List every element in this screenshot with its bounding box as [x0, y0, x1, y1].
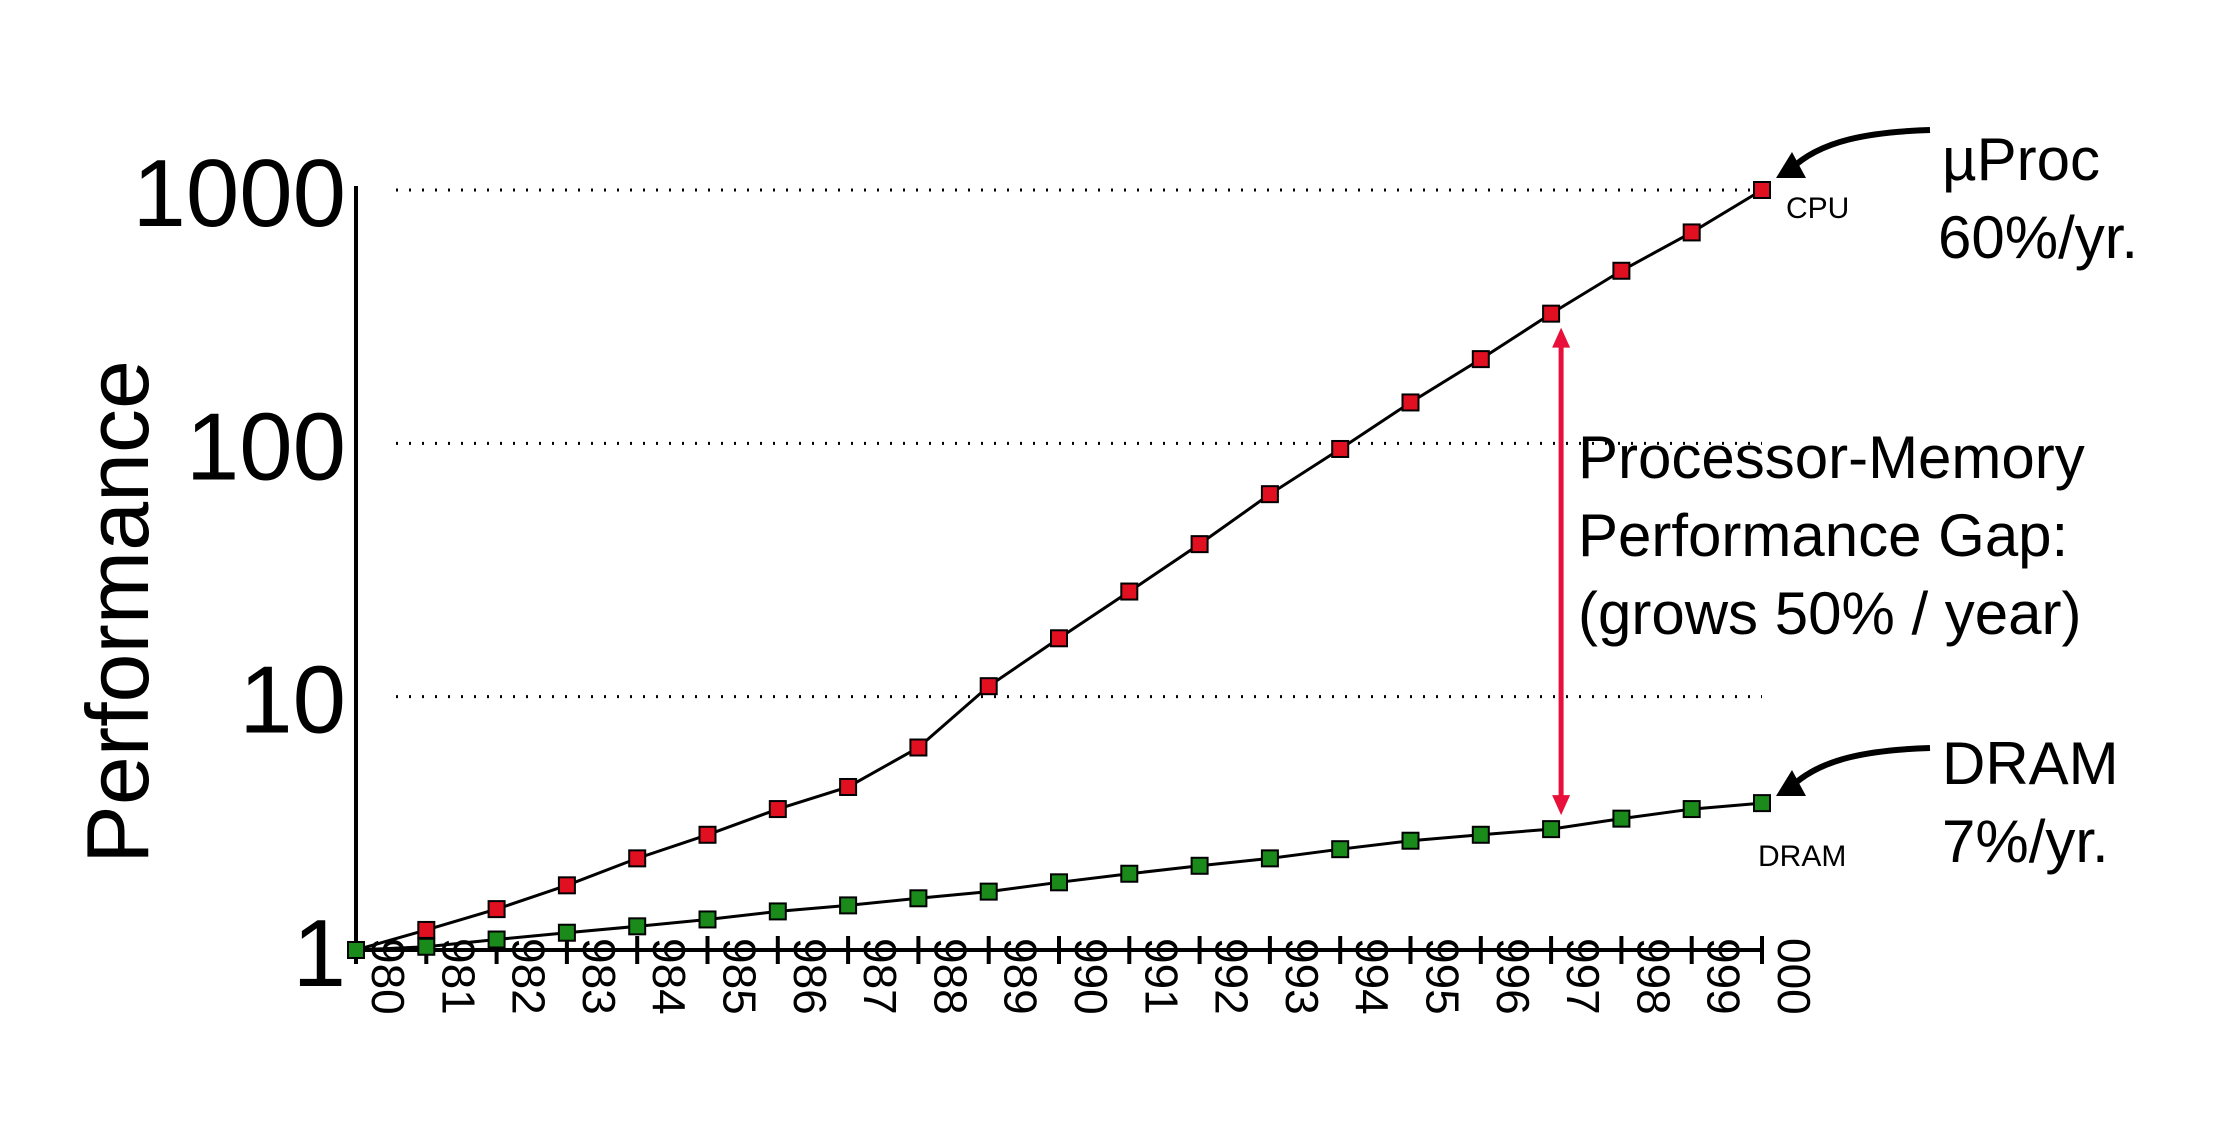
dram-data-point [1542, 820, 1561, 839]
gap-label-line-3: (grows 50% / year) [1578, 580, 2082, 647]
dram-rate-label: 7%/yr. [1942, 808, 2109, 875]
dram-series-label: DRAM [1758, 840, 1846, 873]
cpu-data-point [1401, 393, 1420, 412]
y-tick-label: 100 [186, 393, 346, 500]
axes [354, 186, 1764, 964]
dram-data-point [909, 889, 928, 908]
x-tick-label: 993 [1276, 938, 1328, 1015]
cpu-data-point [557, 876, 576, 895]
cpu-data-point [1050, 629, 1068, 648]
cpu-data-point [1682, 223, 1701, 242]
cpu-data-point [698, 825, 717, 844]
dram-callout-arrow-icon [1787, 745, 1931, 791]
y-axis-label: Performance [68, 360, 167, 864]
x-tick-labels: 980 981 982 983 984 985 986 987 988 989 990 991 992 9… [362, 938, 1820, 1015]
dram-data-point [557, 923, 576, 942]
x-tick-label: 986 [784, 938, 836, 1015]
cpu-data-point [1190, 535, 1209, 554]
cpu-series-label: CPU [1786, 192, 1849, 225]
gridlines [396, 188, 1762, 699]
x-tick-label: 987 [854, 938, 906, 1015]
x-tick-label: 991 [1135, 938, 1187, 1015]
cpu-data-point [768, 800, 787, 819]
x-tick-label: 992 [1206, 938, 1258, 1015]
x-tick-label: 984 [643, 938, 695, 1015]
y-tick-labels: 1 10 100 1000 [132, 140, 346, 1007]
x-tick-label: 994 [1346, 938, 1398, 1015]
dram-data-point [487, 930, 506, 949]
x-tick-label: 990 [1065, 938, 1117, 1015]
cpu-data-point [1471, 350, 1490, 369]
cpu-data-point [979, 677, 998, 696]
dram-data-point [768, 902, 787, 921]
x-tick-label: 985 [714, 938, 766, 1015]
dram-data-point [1331, 840, 1350, 859]
cpu-data-point [909, 738, 928, 757]
x-tick-label: 997 [1557, 938, 1609, 1015]
x-tick-label: 999 [1698, 938, 1750, 1015]
uproc-label: µProc [1942, 126, 2100, 193]
dram-data-point [1190, 856, 1209, 875]
cpu-data-point [628, 849, 647, 868]
x-tick-label: 982 [503, 938, 555, 1015]
x-tick-label: 989 [995, 938, 1047, 1015]
dram-data-point [347, 941, 365, 959]
gap-label-line-1: Processor-Memory [1578, 424, 2085, 491]
dram-label: DRAM [1942, 730, 2119, 797]
uproc-callout-arrow-icon [1787, 127, 1931, 173]
dram-data-point [628, 917, 647, 936]
cpu-data-point [417, 920, 436, 939]
dram-data-point [979, 882, 998, 901]
x-tick-label: 000 [1768, 938, 1820, 1015]
gap-arrow-down-head [1552, 795, 1571, 816]
dram-data-point [1401, 831, 1420, 850]
cpu-data-point [1612, 261, 1631, 280]
gap-arrow-up-head [1552, 327, 1571, 348]
dram-data-point [839, 896, 858, 915]
x-tick-label: 988 [924, 938, 976, 1015]
dram-data-point [1260, 849, 1279, 868]
y-tick-label: 10 [239, 647, 346, 754]
x-tick-label: 998 [1627, 938, 1679, 1015]
x-tick-label: 995 [1417, 938, 1469, 1015]
dram-data-point [1050, 873, 1068, 892]
series-group [347, 181, 1771, 959]
x-tick-label: 983 [573, 938, 625, 1015]
dram-callout-arrowhead-icon [1776, 770, 1806, 796]
cpu-data-point [1753, 181, 1771, 199]
dram-data-point [1753, 794, 1771, 813]
cpu-data-point [487, 900, 506, 919]
cpu-data-point [1542, 304, 1561, 323]
cpu-data-point [1331, 439, 1350, 458]
gap-label-line-2: Performance Gap: [1578, 502, 2068, 569]
dram-data-point [417, 937, 436, 956]
dram-data-point [1120, 864, 1139, 883]
y-tick-label: 1 [293, 900, 346, 1007]
gap-arrow [1552, 327, 1571, 816]
uproc-callout-arrowhead-icon [1776, 152, 1806, 178]
x-tick-label: 981 [432, 938, 484, 1015]
cpu-data-point [839, 777, 858, 796]
dram-data-point [1471, 825, 1490, 844]
dram-data-point [1682, 800, 1701, 819]
cpu-data-point [1120, 582, 1139, 601]
x-tick-label: 996 [1487, 938, 1539, 1015]
uproc-rate-label: 60%/yr. [1938, 204, 2138, 271]
y-tick-label: 1000 [132, 140, 346, 247]
dram-data-point [698, 910, 717, 929]
cpu-data-point [1260, 485, 1279, 504]
dram-data-point [1612, 809, 1631, 828]
